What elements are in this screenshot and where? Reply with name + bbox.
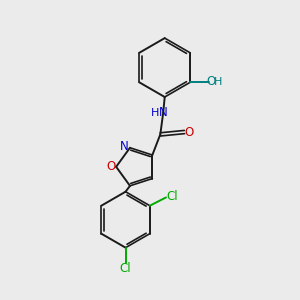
Text: N: N [159, 106, 168, 119]
Text: O: O [185, 125, 194, 139]
Text: O: O [106, 160, 116, 173]
Text: H: H [151, 108, 159, 118]
Text: N: N [120, 140, 129, 153]
Text: H: H [213, 77, 222, 87]
Text: Cl: Cl [120, 262, 131, 275]
Text: Cl: Cl [167, 190, 178, 203]
Text: O: O [207, 75, 216, 88]
